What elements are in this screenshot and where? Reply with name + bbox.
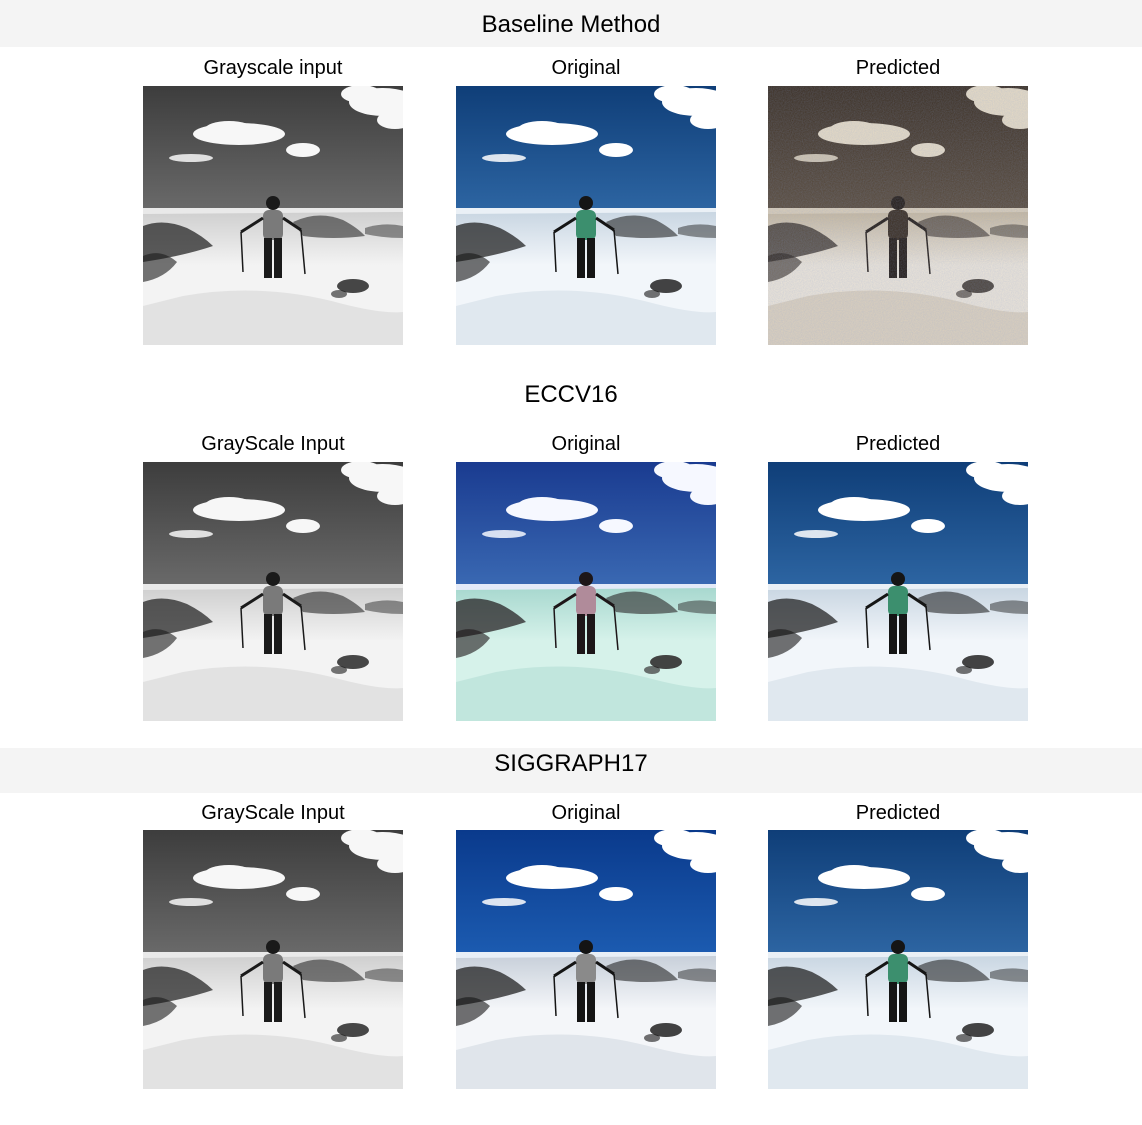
- panel-title-eccv16-original: Original: [551, 433, 621, 455]
- section-title-eccv16: ECCV16: [524, 381, 618, 408]
- panel-title-eccv16-grayscale: GrayScale Input: [201, 433, 345, 455]
- panel-title-baseline-grayscale: Grayscale input: [203, 57, 343, 79]
- image-siggraph17-grayscale: [143, 830, 403, 1089]
- panel-title-siggraph17-predicted: Predicted: [855, 802, 941, 824]
- panel-title-baseline-original: Original: [551, 57, 621, 79]
- section-band-1: [0, 0, 1142, 47]
- panel-title-eccv16-predicted: Predicted: [855, 433, 941, 455]
- image-baseline-predicted: [768, 86, 1028, 345]
- panel-title-baseline-predicted: Predicted: [855, 57, 941, 79]
- panel-title-siggraph17-grayscale: GrayScale Input: [201, 802, 345, 824]
- image-eccv16-predicted: [768, 462, 1028, 721]
- image-siggraph17-predicted: [768, 830, 1028, 1089]
- image-baseline-original: [456, 86, 716, 345]
- image-baseline-grayscale: [143, 86, 403, 345]
- image-siggraph17-original: [456, 830, 716, 1089]
- panel-title-siggraph17-original: Original: [551, 802, 621, 824]
- section-title-baseline: Baseline Method: [481, 11, 661, 38]
- image-eccv16-original: [456, 462, 716, 721]
- section-band-3: [0, 748, 1142, 793]
- section-title-siggraph17: SIGGRAPH17: [494, 750, 648, 777]
- image-eccv16-grayscale: [143, 462, 403, 721]
